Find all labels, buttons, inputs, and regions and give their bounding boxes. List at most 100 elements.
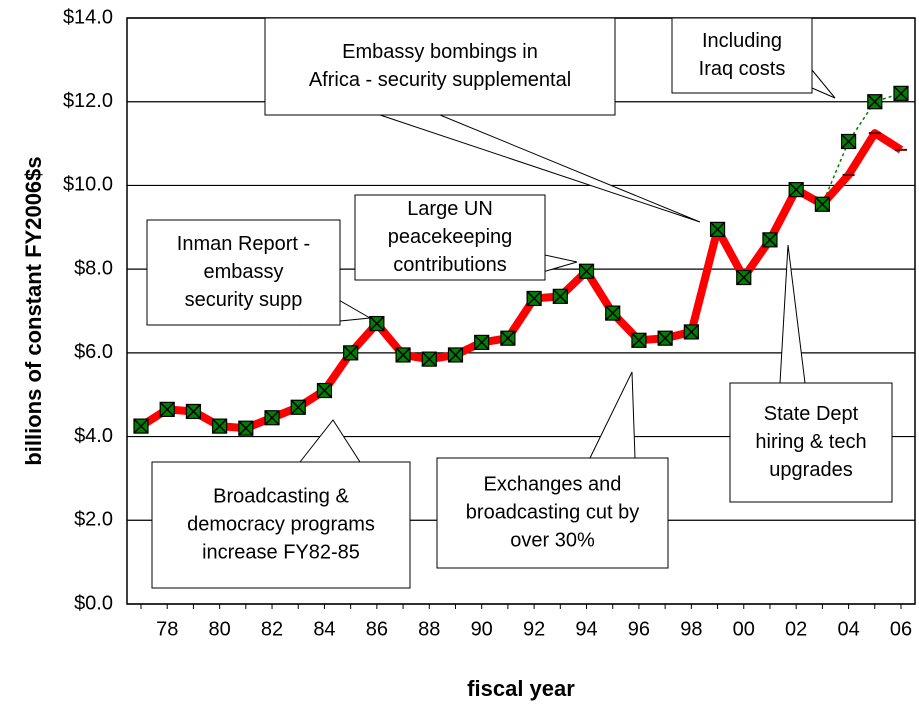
marker-part	[447, 347, 464, 363]
x-tick-label: 78	[156, 618, 178, 640]
y-tick-label: $2.0	[74, 509, 113, 531]
callout-text: Exchanges and	[484, 473, 622, 495]
callout-box	[146, 219, 341, 326]
callout-text: upgrades	[769, 459, 852, 481]
callout-box	[729, 382, 893, 503]
marker	[369, 315, 385, 332]
marker-part	[159, 401, 175, 417]
marker	[159, 401, 175, 417]
marker	[605, 305, 621, 321]
marker	[762, 232, 778, 248]
marker	[814, 196, 830, 212]
y-tick-label: $12.0	[63, 90, 113, 112]
marker-part	[474, 334, 490, 350]
marker-part	[657, 330, 673, 346]
y-tick-label: $14.0	[63, 6, 113, 28]
callout-text: Large UN	[407, 198, 493, 220]
marker-part	[212, 418, 228, 434]
marker	[736, 269, 752, 286]
x-tick-label: 88	[418, 618, 440, 640]
callout-text: Broadcasting &	[213, 485, 349, 507]
x-tick-label: 84	[313, 618, 335, 640]
callout-text: democracy programs	[187, 513, 375, 535]
x-tick-label: 00	[733, 618, 755, 640]
x-tick-label: 04	[837, 618, 859, 640]
marker	[421, 351, 437, 367]
marker	[212, 418, 228, 434]
marker	[447, 347, 464, 363]
marker	[709, 221, 726, 237]
callout-box	[436, 457, 669, 569]
callout-text: Embassy bombings in	[342, 41, 538, 63]
x-tick-label: 06	[890, 618, 912, 640]
callout-text: Iraq costs	[699, 58, 786, 80]
x-tick-label: 94	[575, 618, 597, 640]
callout-text: increase FY82-85	[202, 541, 360, 563]
marker-part	[500, 330, 516, 346]
marker-part	[133, 418, 149, 434]
callout-text: Inman Report -	[177, 233, 310, 255]
marker	[893, 85, 909, 101]
marker	[526, 290, 542, 307]
marker-part	[185, 403, 201, 419]
callout-text: broadcasting cut by	[466, 501, 639, 523]
y-tick-label: $10.0	[63, 174, 113, 196]
callout-text: contributions	[393, 254, 506, 276]
marker	[395, 347, 411, 363]
callout-text: State Dept	[764, 403, 859, 425]
callout-text: over 30%	[510, 529, 595, 551]
marker-part	[421, 351, 437, 367]
marker-part	[605, 305, 621, 321]
marker-part	[395, 347, 411, 363]
marker	[631, 332, 647, 348]
marker	[867, 94, 883, 110]
marker	[500, 330, 516, 346]
marker	[657, 330, 673, 346]
marker	[133, 418, 149, 434]
callout-text: hiring & tech	[755, 431, 866, 453]
marker-part	[736, 269, 752, 286]
callout-text: Africa - security supplemental	[309, 69, 571, 91]
x-tick-label: 02	[785, 618, 807, 640]
marker-part	[683, 324, 699, 340]
marker-part	[631, 332, 647, 348]
marker-part	[316, 382, 332, 399]
x-tick-label: 98	[680, 618, 702, 640]
marker	[474, 334, 490, 350]
y-axis-title: billions of constant FY2006$s	[21, 156, 46, 465]
marker	[683, 324, 699, 340]
marker-part	[841, 133, 857, 150]
marker	[552, 288, 568, 304]
callout-text: security supp	[185, 289, 303, 311]
marker-part	[762, 232, 778, 248]
x-tick-label: 80	[208, 618, 230, 640]
marker	[578, 263, 595, 279]
marker-part	[290, 399, 306, 415]
callout-text: embassy	[203, 261, 283, 283]
x-tick-label: 90	[471, 618, 493, 640]
marker-part	[526, 290, 542, 306]
x-tick-label: 96	[628, 618, 650, 640]
marker	[343, 345, 359, 361]
callout-box	[264, 17, 616, 116]
marker	[788, 182, 804, 198]
callout-text: peacekeeping	[388, 226, 513, 248]
callout-box	[151, 461, 411, 589]
y-tick-label: $8.0	[74, 257, 113, 279]
marker-part	[814, 196, 830, 212]
marker-part	[238, 420, 254, 436]
y-tick-label: $0.0	[74, 592, 113, 614]
marker	[316, 382, 333, 399]
callout-text: Including	[702, 30, 782, 52]
marker-part	[788, 182, 804, 198]
marker-part	[867, 94, 883, 110]
marker-part	[710, 221, 726, 237]
marker	[185, 403, 202, 420]
marker-part	[343, 345, 359, 361]
callout-box	[671, 17, 813, 94]
x-tick-label: 92	[523, 618, 545, 640]
x-tick-label: 86	[366, 618, 388, 640]
x-tick-label: 82	[261, 618, 283, 640]
marker	[264, 410, 280, 426]
